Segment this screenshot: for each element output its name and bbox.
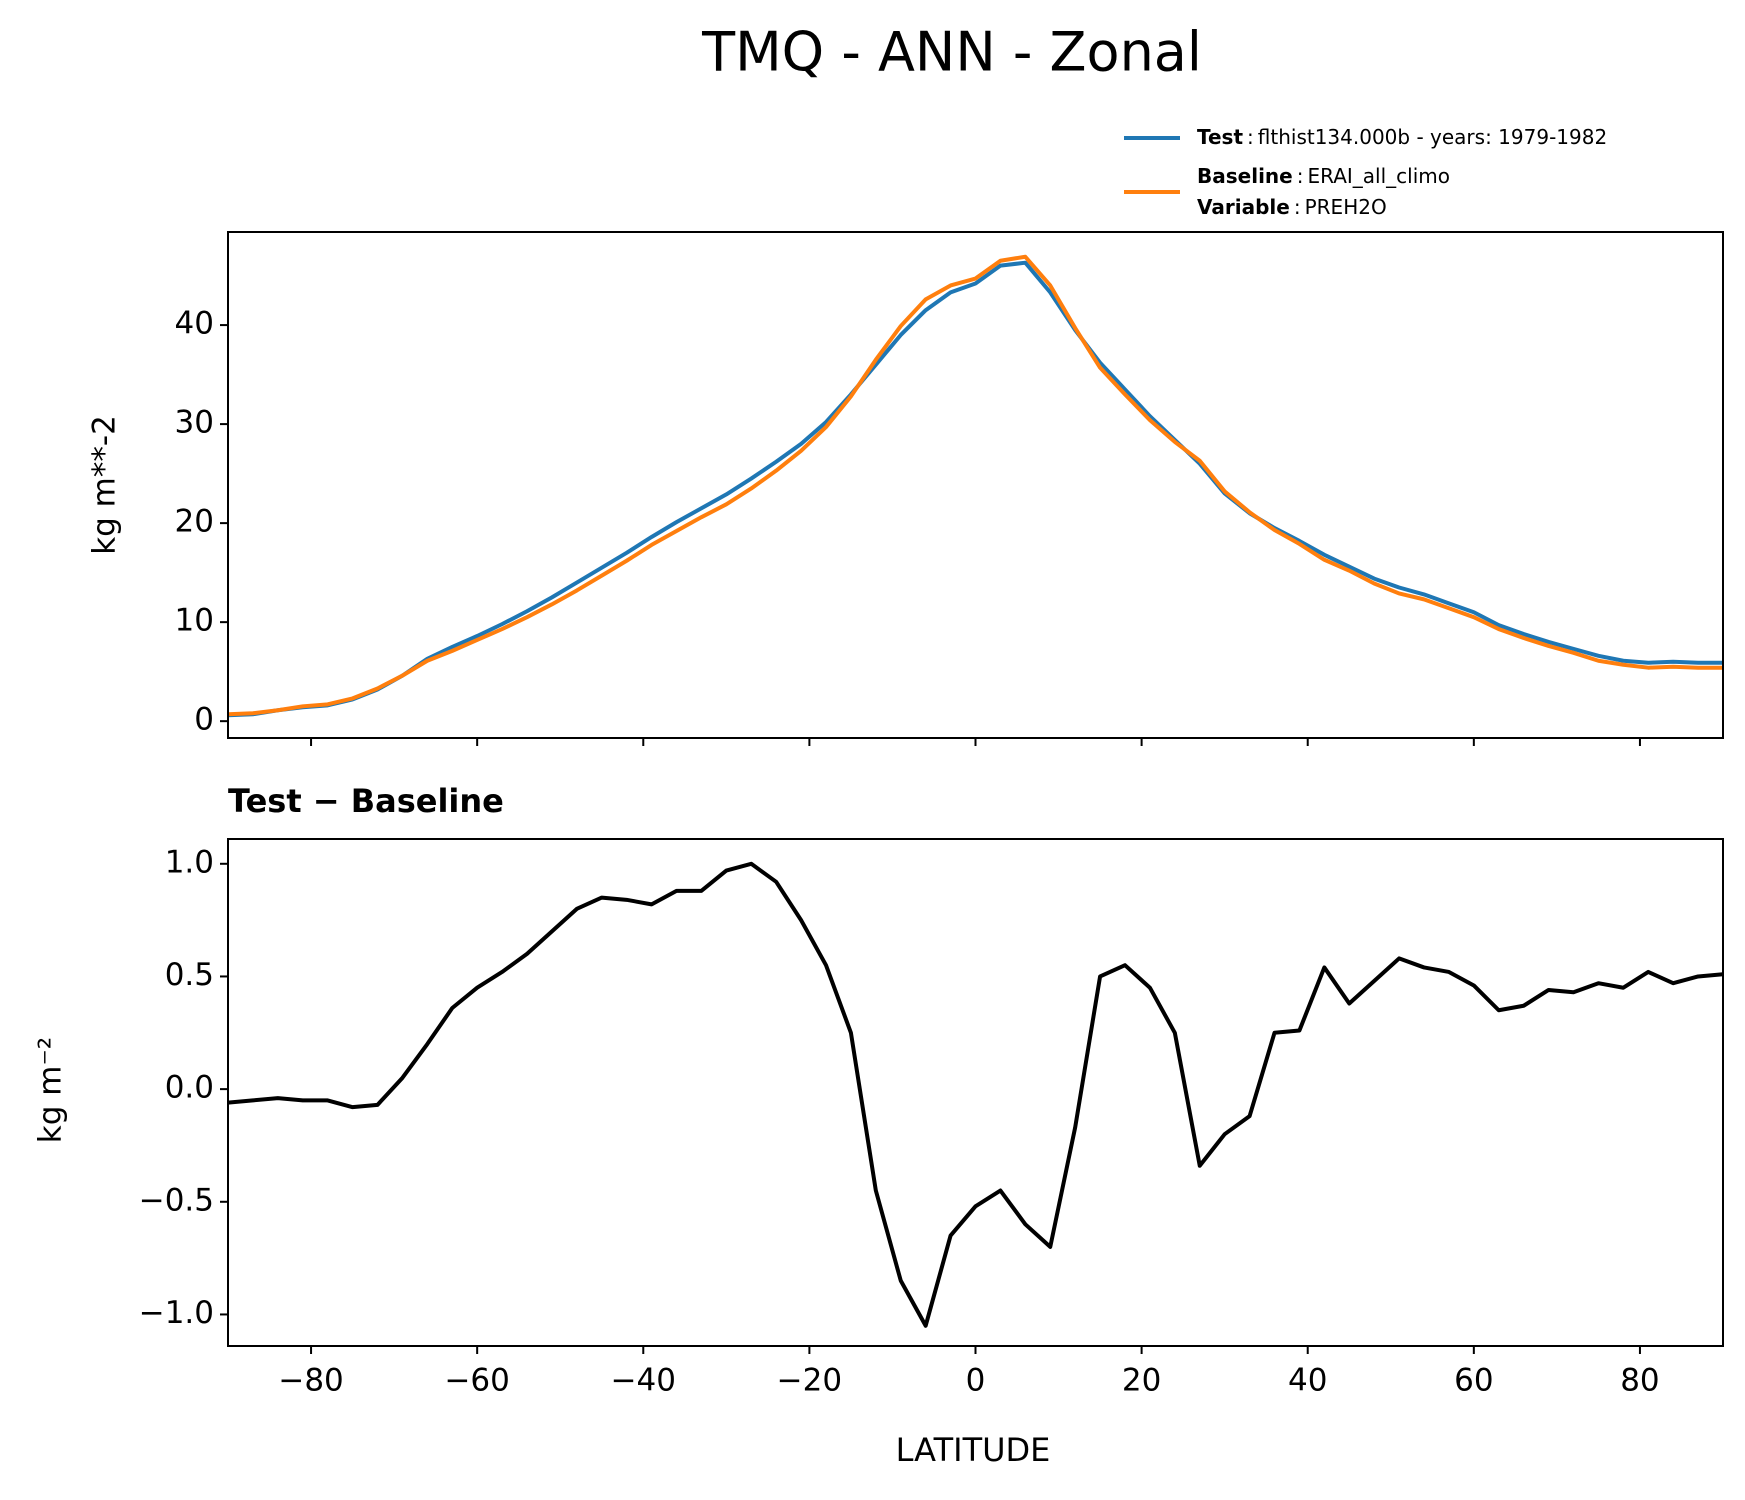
y-tick-label: 1.0 xyxy=(165,844,214,880)
legend-separator: : xyxy=(1247,125,1254,149)
legend-value: ERAI_all_climo xyxy=(1307,164,1450,188)
axes-frame xyxy=(227,231,1724,739)
legend-value: PREH2O xyxy=(1305,195,1387,219)
x-tick-label: 60 xyxy=(1454,1363,1493,1399)
legend-entry: Baseline: ERAI_all_climo xyxy=(1197,164,1450,188)
y-tick-label: 0.5 xyxy=(165,957,214,993)
data-line xyxy=(228,260,1723,718)
y-axis-label: kg m⁻² xyxy=(33,1037,69,1143)
x-tick-label: 40 xyxy=(1288,1363,1327,1399)
x-tick-label: −40 xyxy=(611,1363,676,1399)
panel-title: Test − Baseline xyxy=(228,782,504,820)
y-tick-label: 0 xyxy=(194,702,214,738)
y-tick-label: 20 xyxy=(175,504,214,540)
y-tick-label: 30 xyxy=(175,405,214,441)
axes-frame xyxy=(227,838,1724,1347)
x-tick-label: 0 xyxy=(966,1363,986,1399)
legend-separator: : xyxy=(1294,195,1301,219)
plot-area xyxy=(228,254,1723,718)
plot-area xyxy=(228,861,1723,1328)
y-axis-label: kg m**-2 xyxy=(87,415,123,555)
legend-key: Test xyxy=(1197,125,1243,149)
x-tick-label: 80 xyxy=(1620,1363,1659,1399)
data-line xyxy=(228,254,1723,717)
y-tick-label: 10 xyxy=(175,603,214,639)
y-tick-label: −1.0 xyxy=(139,1295,214,1331)
legend-key: Baseline xyxy=(1197,164,1293,188)
legend-entry: Variable: PREH2O xyxy=(1197,195,1387,219)
x-tick-label: −60 xyxy=(444,1363,509,1399)
y-tick-label: 0.0 xyxy=(165,1070,214,1106)
legend-entry: Test: flthist134.000b - years: 1979-1982 xyxy=(1197,125,1607,149)
data-line xyxy=(228,861,1723,1328)
x-tick-label: 20 xyxy=(1122,1363,1161,1399)
x-tick-label: −20 xyxy=(777,1363,842,1399)
y-tick-label: −0.5 xyxy=(139,1182,214,1218)
legend-separator: : xyxy=(1297,164,1304,188)
chart-title: TMQ - ANN - Zonal xyxy=(701,21,1202,84)
legend-key: Variable xyxy=(1197,195,1290,219)
legend-value: flthist134.000b - years: 1979-1982 xyxy=(1258,125,1607,149)
y-tick-label: 40 xyxy=(175,306,214,342)
x-axis-label: LATITUDE xyxy=(896,1431,1051,1469)
x-tick-label: −80 xyxy=(278,1363,343,1399)
